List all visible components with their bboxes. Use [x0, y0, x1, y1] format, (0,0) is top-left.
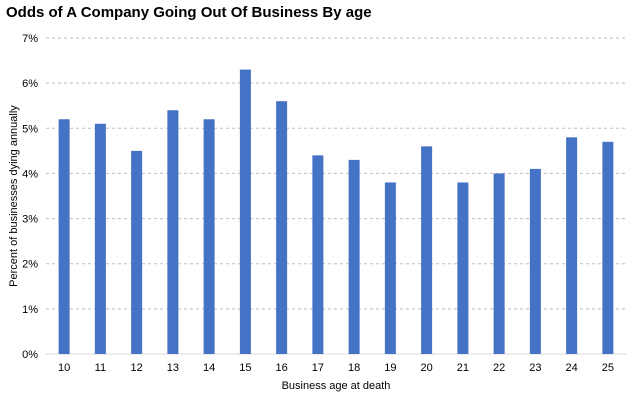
y-tick-label: 0%	[22, 349, 38, 361]
bar-12	[131, 150, 143, 354]
chart-title: Odds of A Company Going Out Of Business …	[6, 4, 372, 21]
x-tick-label: 19	[384, 362, 396, 374]
y-tick-label: 6%	[22, 78, 38, 90]
bar-25	[602, 141, 614, 354]
x-axis-ticks: 10 11 12 13 14 15 16 17 18 19 20 21 22 23 24 25	[58, 362, 614, 374]
x-axis-title: Business age at death	[282, 380, 391, 392]
bar-16	[276, 101, 288, 354]
x-tick-label: 13	[167, 362, 179, 374]
bar-21	[457, 182, 469, 354]
x-tick-label: 18	[348, 362, 360, 374]
x-tick-label: 25	[602, 362, 614, 374]
y-tick-label: 2%	[22, 259, 38, 271]
bar-22	[493, 173, 505, 354]
x-tick-label: 12	[131, 362, 143, 374]
bar-19	[384, 182, 396, 354]
gridlines	[46, 37, 626, 355]
bar-10	[58, 119, 70, 354]
x-tick-label: 11	[95, 362, 106, 374]
x-tick-label: 21	[457, 362, 469, 374]
x-tick-label: 15	[239, 362, 251, 374]
bar-17	[312, 155, 324, 354]
bar-14	[203, 119, 215, 354]
y-tick-label: 1%	[22, 304, 38, 316]
y-tick-label: 3%	[22, 214, 38, 226]
y-axis-ticks: 0% 1% 2% 3% 4% 5% 6% 7%	[22, 33, 38, 361]
x-tick-label: 14	[203, 362, 215, 374]
x-tick-label: 23	[529, 362, 541, 374]
y-axis-title: Percent of businesses dying annually	[8, 105, 20, 287]
x-tick-label: 17	[312, 362, 324, 374]
y-tick-label: 4%	[22, 168, 38, 180]
x-tick-label: 16	[276, 362, 288, 374]
x-tick-label: 20	[421, 362, 433, 374]
bar-18	[348, 159, 360, 354]
y-tick-label: 7%	[22, 33, 38, 45]
x-tick-label: 22	[493, 362, 505, 374]
bar-24	[566, 137, 578, 354]
bar-23	[529, 168, 541, 354]
bar-13	[167, 110, 179, 354]
x-tick-label: 10	[58, 362, 70, 374]
x-tick-label: 24	[566, 362, 578, 374]
bars	[58, 69, 614, 355]
bar-11	[94, 123, 106, 355]
bar-15	[239, 69, 251, 354]
y-tick-label: 5%	[22, 123, 38, 135]
bar-20	[421, 146, 433, 354]
